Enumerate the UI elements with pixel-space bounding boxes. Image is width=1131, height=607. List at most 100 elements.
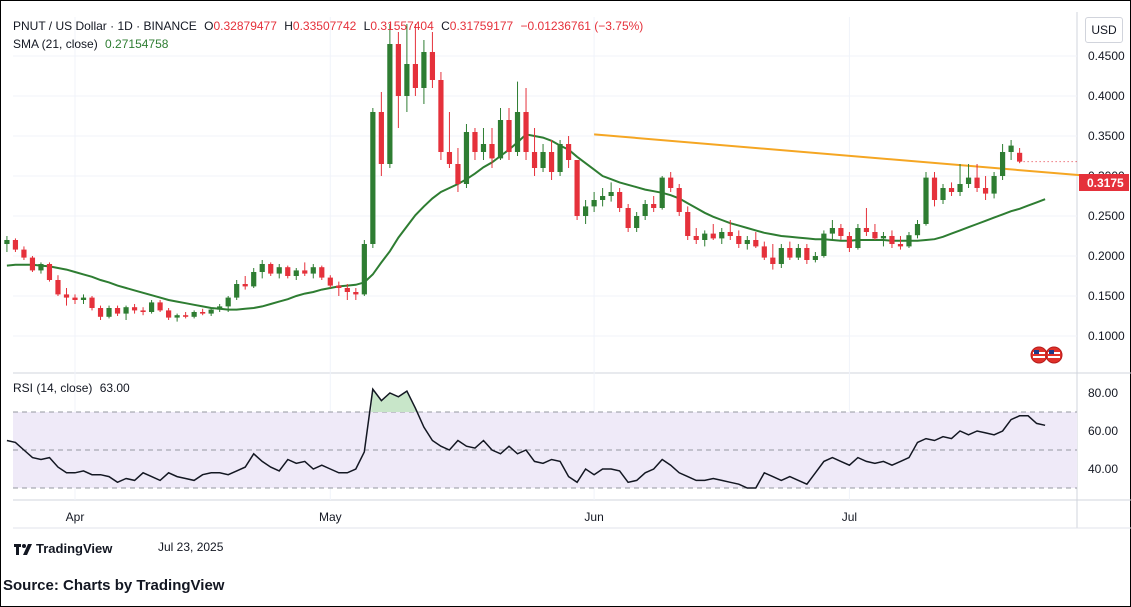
candle [29,256,36,272]
candle [531,128,538,176]
candle-body [327,277,333,286]
candle-body [914,224,921,236]
candle [4,236,10,252]
candle [846,232,853,252]
candle [668,172,674,192]
candle-body [821,233,827,256]
candle-body [778,248,784,264]
candle [429,32,436,88]
price-tick-label: 0.1500 [1088,289,1125,303]
candle [55,275,61,296]
sma-legend[interactable]: SMA (21, close) 0.27154758 [13,37,172,51]
candle-body [557,144,563,172]
candle [812,252,818,263]
candle [991,172,997,199]
rsi-tick-label: 40.00 [1088,462,1118,476]
rsi-legend[interactable]: RSI (14, close) 63.00 [13,381,134,395]
candle-body [268,264,274,274]
candle [617,188,623,212]
rsi-tick-label: 80.00 [1088,386,1118,400]
candle-body [957,184,963,192]
candle-body [685,212,691,236]
candle-body [38,264,44,271]
candle-body [293,270,299,276]
candle [965,164,972,188]
candle [472,128,478,160]
candle [148,300,155,314]
candle [242,276,248,290]
candle-body [131,307,138,311]
candle [327,275,333,288]
candle [685,206,691,240]
rsi-pane [6,387,1077,489]
candle [191,310,197,319]
close-label: C [441,19,450,33]
candle [974,164,980,192]
us-flag-icon [1045,346,1063,364]
currency-button[interactable]: USD [1085,17,1123,43]
candle-body [438,80,444,152]
candle [540,144,546,172]
candle [200,308,206,316]
candle [557,140,563,176]
candle [957,164,963,196]
candle [727,220,733,240]
candle [702,230,708,247]
candle [497,108,504,160]
candle [940,184,946,204]
candle-body [97,308,104,317]
open-label: O [204,19,214,33]
candle-body [1017,152,1023,162]
candle-body [991,176,997,194]
candle [480,128,487,160]
candle-body [157,302,163,311]
candle-body [217,306,223,310]
candle [438,72,444,160]
price-tick-label: 0.4000 [1088,89,1125,103]
candle-body [838,228,844,236]
candle-body [21,249,27,258]
close-value: 0.31759177 [449,19,514,33]
candle [302,262,308,276]
candle-body [421,52,427,88]
candle-body [251,272,257,287]
candle-body [931,177,938,200]
candle [982,176,989,200]
rsi-label: RSI (14, close) [13,381,93,395]
candle [523,88,529,160]
sma-value: 0.27154758 [105,37,169,51]
candle-body [906,235,912,247]
candle-body [531,152,538,168]
symbol-label[interactable]: PNUT / US Dollar · 1D · BINANCE [13,19,197,33]
candle [795,244,801,260]
candle-body [234,284,240,298]
candle-body [208,309,214,314]
grid-layer [13,12,1131,529]
candle-body [1008,145,1014,152]
candle-body [191,312,197,317]
candle-body [285,267,291,276]
candle [770,244,776,270]
candle [361,240,367,296]
candle-body [429,52,436,80]
candle-body [855,228,861,248]
candle-body [506,120,512,152]
candle-body [829,228,835,234]
candle-body [965,177,972,184]
tradingview-logo[interactable]: TradingView [14,541,112,556]
candle-body [80,297,87,300]
candle-body [787,248,793,258]
candle-body [140,310,146,312]
candle [948,182,955,196]
candle-body [753,240,759,247]
candle-body [497,120,504,159]
candle [421,40,427,104]
candle-body [702,233,708,240]
price-tick-label: 0.3500 [1088,129,1125,143]
candle-body [183,315,189,317]
price-tick-label: 0.4500 [1088,49,1125,63]
candle [872,224,878,240]
candle-body [242,284,248,287]
price-tick-label: 0.2500 [1088,209,1125,223]
